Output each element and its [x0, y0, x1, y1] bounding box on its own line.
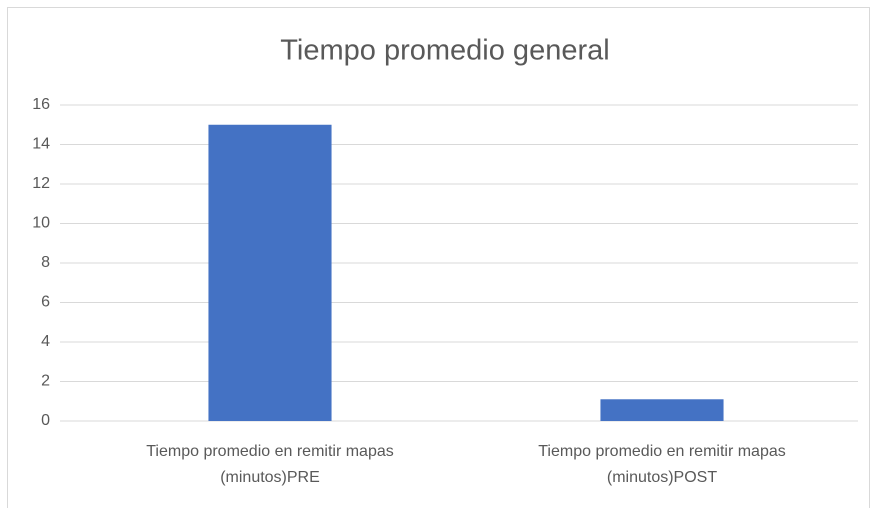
- y-tick-label: 0: [41, 412, 50, 429]
- bar: [208, 124, 332, 421]
- y-tick-label: 14: [32, 136, 50, 153]
- y-tick-label: 2: [41, 373, 50, 390]
- y-tick-label: 16: [32, 96, 50, 113]
- chart-title: Tiempo promedio general: [280, 35, 609, 67]
- y-tick-label: 8: [41, 254, 50, 271]
- y-tick-label: 6: [41, 294, 50, 311]
- bar: [600, 399, 724, 421]
- x-tick-label: Tiempo promedio en remitir mapas (minutos…: [146, 443, 394, 486]
- y-tick-label: 10: [32, 215, 50, 232]
- y-tick-label: 12: [32, 175, 50, 192]
- chart-frame: [7, 7, 870, 508]
- x-tick-label: Tiempo promedio en remitir mapas (minutos…: [538, 443, 786, 486]
- y-tick-label: 4: [41, 333, 50, 350]
